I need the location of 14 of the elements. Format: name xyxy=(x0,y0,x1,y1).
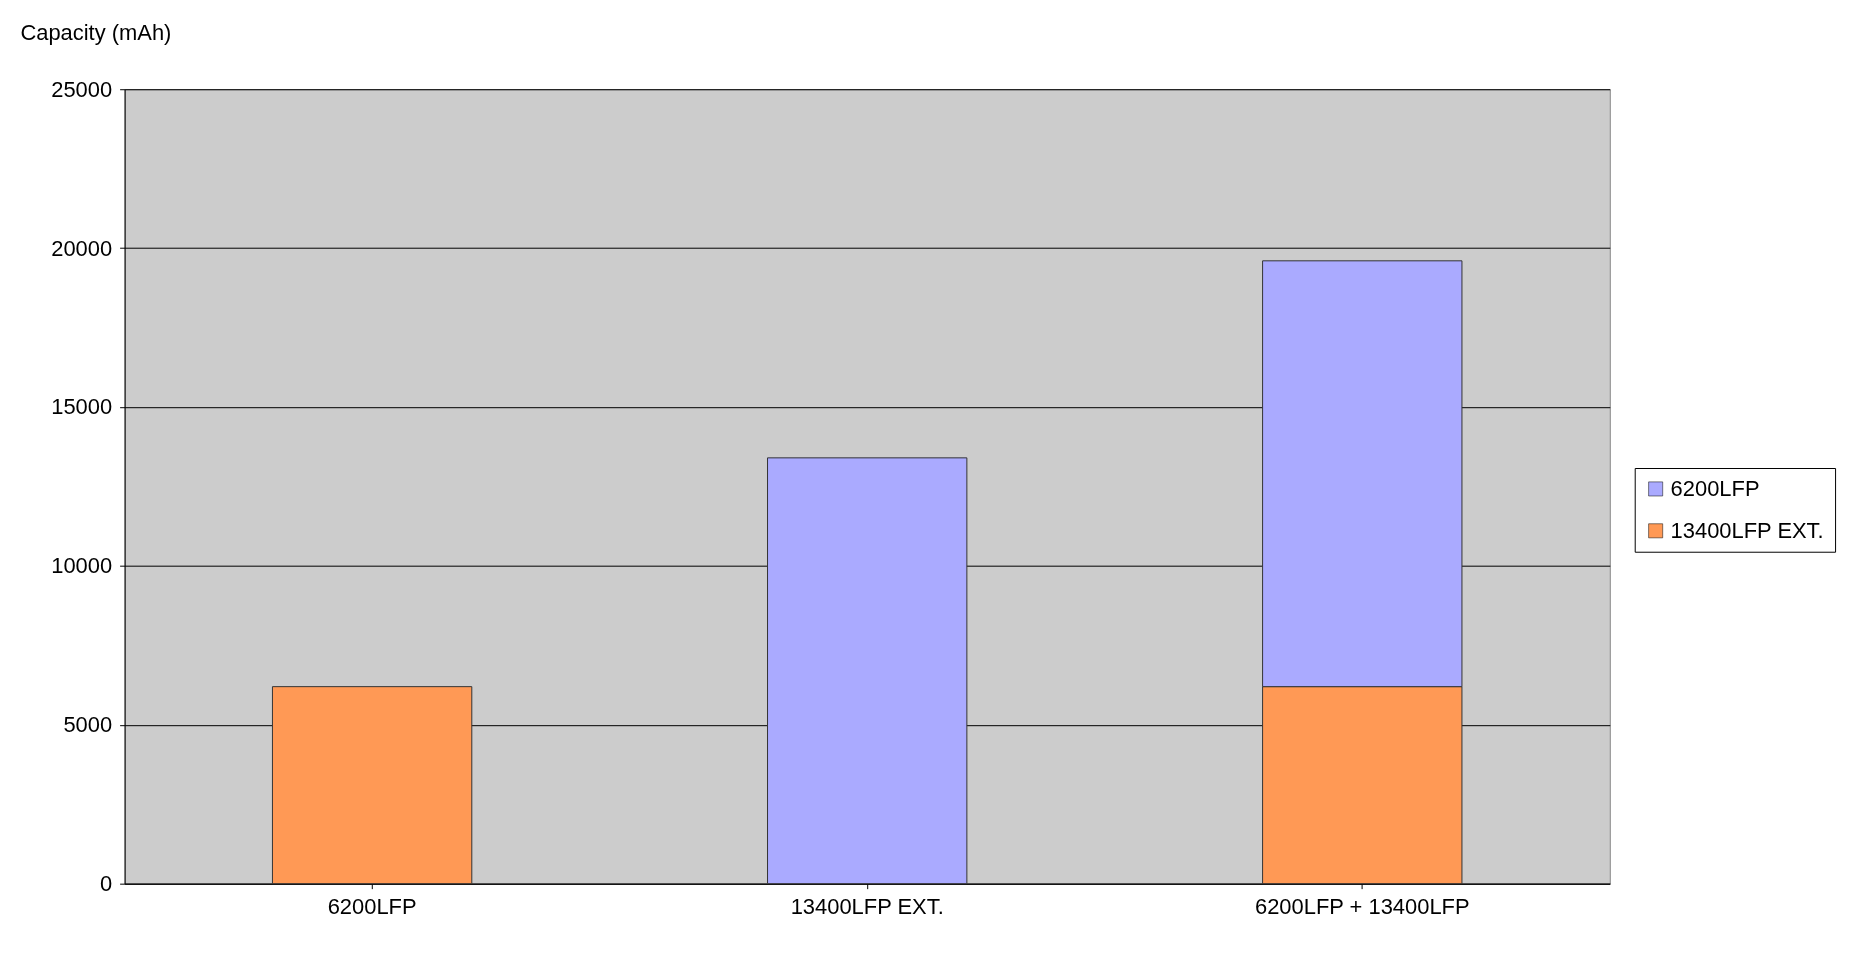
y-tick-label: 25000 xyxy=(51,76,113,102)
legend-label: 13400LFP EXT. xyxy=(1670,517,1824,543)
x-tick-label: 6200LFP + 13400LFP xyxy=(1254,894,1470,920)
y-tick-label: 0 xyxy=(99,871,113,897)
y-tick-label: 10000 xyxy=(51,553,113,579)
bar xyxy=(271,686,473,885)
x-tick-label: 6200LFP xyxy=(327,894,417,920)
x-tick-label: 13400LFP EXT. xyxy=(790,894,944,920)
bar xyxy=(767,457,968,885)
legend-label: 6200LFP xyxy=(1670,475,1760,501)
y-tick-label: 20000 xyxy=(51,235,113,261)
y-axis-title: Capacity (mAh) xyxy=(20,19,172,45)
y-tick-label: 15000 xyxy=(51,394,113,420)
y-tick-label: 5000 xyxy=(63,712,113,738)
